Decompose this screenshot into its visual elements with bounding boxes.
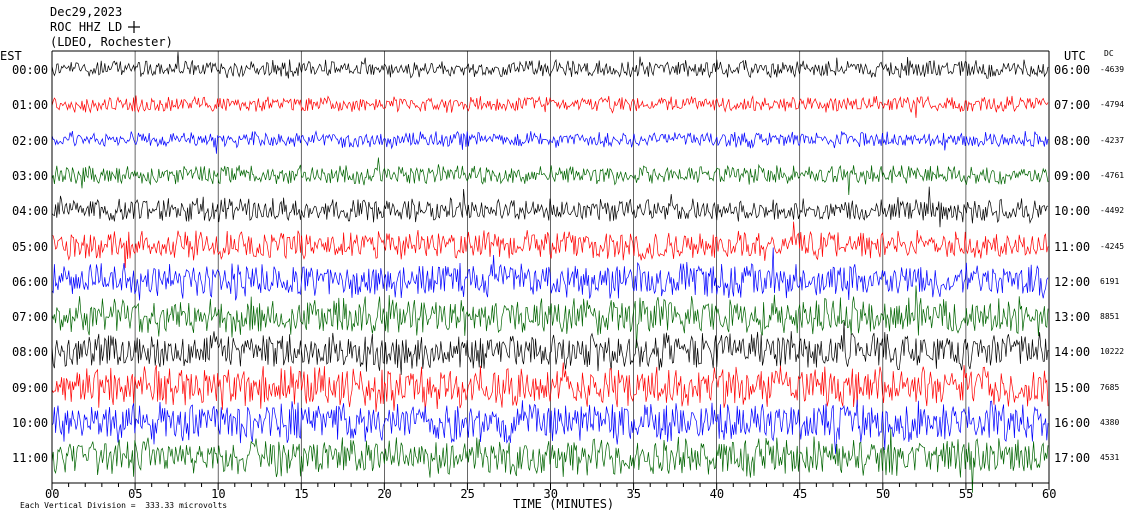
scale-note: Each Vertical Division = 333.33 microvol… xyxy=(20,501,228,510)
x-tick-label: 00 xyxy=(45,487,60,501)
x-tick-label: 10 xyxy=(211,487,226,501)
x-tick-label: 20 xyxy=(377,487,392,501)
network-name: (LDEO, Rochester) xyxy=(50,35,173,49)
dc-offset-value: -4245 xyxy=(1100,241,1125,251)
utc-hour-label: 08:00 xyxy=(1054,133,1091,148)
x-tick-label: 25 xyxy=(460,487,475,501)
dc-offset-value: 4380 xyxy=(1100,418,1120,427)
est-hour-label: 03:00 xyxy=(12,168,49,183)
utc-hour-label: 17:00 xyxy=(1054,451,1091,466)
x-tick-label: 15 xyxy=(294,487,309,501)
dc-offset-value: -4761 xyxy=(1100,170,1125,180)
plot-frame xyxy=(51,21,1050,484)
seismic-trace xyxy=(51,362,1049,412)
est-hour-label: 11:00 xyxy=(12,451,49,466)
utc-hour-label: 12:00 xyxy=(1054,274,1091,289)
seismic-trace xyxy=(51,130,1049,154)
dc-offset-value: -4492 xyxy=(1100,206,1125,216)
minute-grid xyxy=(51,51,1050,490)
utc-label: UTC xyxy=(1064,49,1086,63)
seismic-trace xyxy=(51,157,1049,196)
dc-offset-value: 10222 xyxy=(1100,347,1125,357)
seismic-trace xyxy=(51,95,1049,118)
seismic-trace xyxy=(51,186,1049,228)
dc-offset-value: -4639 xyxy=(1100,65,1125,74)
seismic-trace xyxy=(51,51,1049,79)
x-tick-label: 40 xyxy=(709,487,725,501)
station-code: ROC HHZ LD xyxy=(50,20,123,34)
seismic-trace xyxy=(51,247,1049,301)
x-tick-label: 35 xyxy=(626,487,642,501)
utc-hour-label: 09:00 xyxy=(1054,168,1091,183)
est-hour-label: 05:00 xyxy=(12,239,49,254)
dc-offset-value: 4531 xyxy=(1100,453,1120,463)
est-hour-label: 07:00 xyxy=(12,310,49,325)
seismic-trace xyxy=(51,428,1049,493)
chart-date: Dec29,2023 xyxy=(50,5,123,19)
x-tick-label: 30 xyxy=(543,487,558,501)
dc-label: DC xyxy=(1104,49,1114,58)
est-hour-label: 02:00 xyxy=(12,133,49,148)
est-hour-label: 09:00 xyxy=(12,380,49,395)
utc-hour-label: 15:00 xyxy=(1054,380,1091,395)
est-hour-label: 00:00 xyxy=(12,63,49,77)
utc-hour-label: 07:00 xyxy=(1054,98,1091,113)
x-tick-label: 45 xyxy=(792,487,808,501)
dc-offset-value: 6191 xyxy=(1100,276,1120,286)
est-hour-label: 06:00 xyxy=(12,274,49,289)
x-axis-title: TIME (MINUTES) xyxy=(513,497,615,511)
est-hour-label: 08:00 xyxy=(12,345,49,360)
seismic-trace xyxy=(51,321,1049,375)
utc-hour-label: 06:00 xyxy=(1054,63,1091,77)
utc-hour-label: 13:00 xyxy=(1054,310,1091,325)
utc-hour-label: 14:00 xyxy=(1054,345,1091,360)
est-hour-label: 04:00 xyxy=(12,204,49,219)
utc-hour-label: 11:00 xyxy=(1054,239,1091,254)
x-tick-label: 55 xyxy=(958,487,974,501)
dc-offset-value: 8851 xyxy=(1100,312,1120,322)
seismic-trace xyxy=(51,399,1049,454)
utc-hour-label: 16:00 xyxy=(1054,416,1091,430)
x-tick-label: 60 xyxy=(1042,487,1057,501)
utc-hour-label: 10:00 xyxy=(1054,204,1091,219)
est-label: EST xyxy=(0,49,22,63)
dc-offset-value: -4237 xyxy=(1100,135,1125,145)
x-tick-label: 05 xyxy=(128,487,143,501)
seismic-trace xyxy=(51,221,1049,269)
seismic-traces xyxy=(51,51,1049,493)
seismic-trace xyxy=(51,285,1049,349)
est-hour-label: 01:00 xyxy=(12,98,49,113)
est-hour-label: 10:00 xyxy=(12,416,49,430)
dc-offset-value: 7685 xyxy=(1100,382,1120,392)
dc-offset-value: -4794 xyxy=(1100,100,1125,110)
x-tick-label: 50 xyxy=(875,487,891,501)
